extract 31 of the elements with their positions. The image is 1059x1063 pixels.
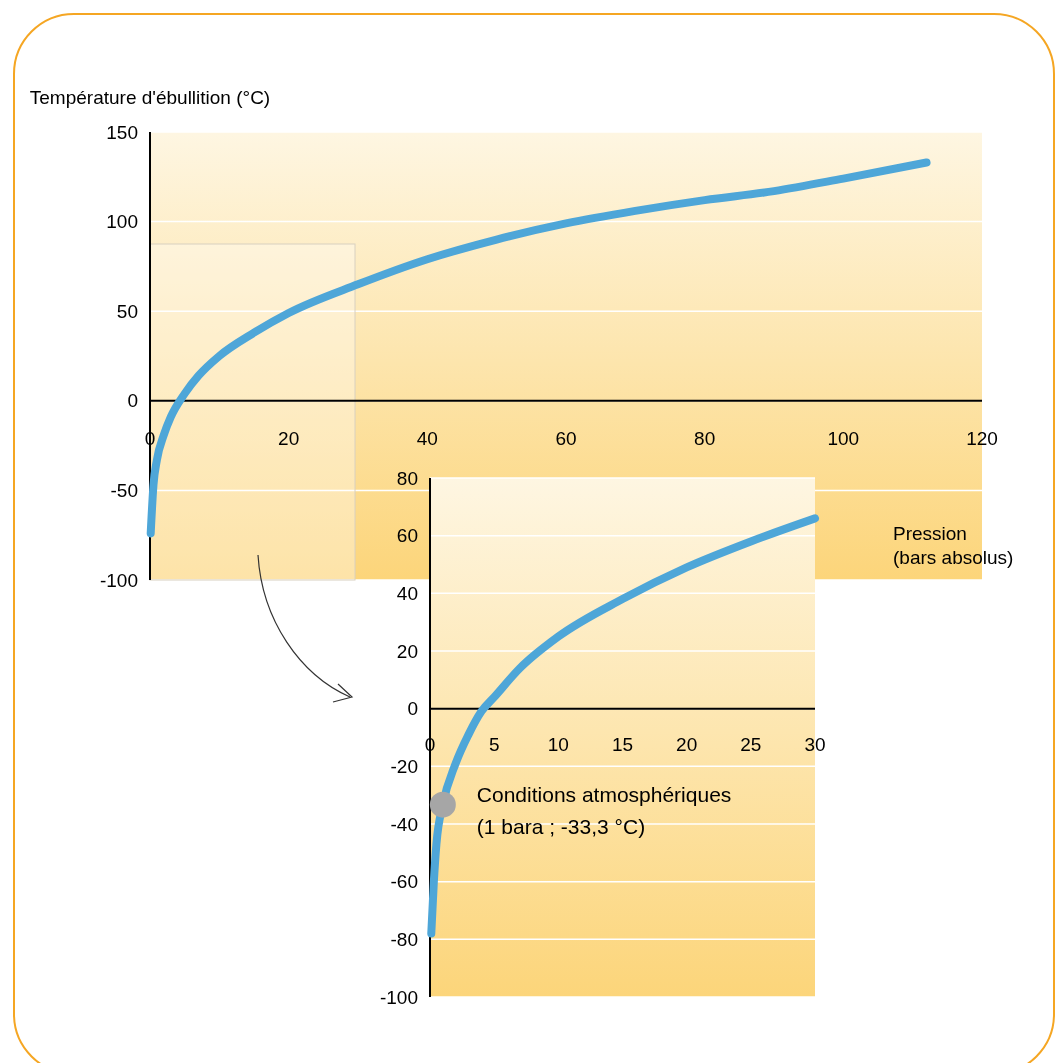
x-tick-label: 10 <box>547 734 569 756</box>
y-tick-label: 40 <box>396 582 418 604</box>
x-tick-label: 20 <box>278 428 300 450</box>
x-tick-label: 15 <box>611 734 634 756</box>
y-axis-title: Température d'ébullition (°C) <box>29 87 271 108</box>
x-tick-label: 100 <box>827 428 860 450</box>
x-tick-label: 5 <box>488 734 500 756</box>
y-tick-label: -20 <box>390 755 418 777</box>
x-tick-label: 25 <box>740 734 762 756</box>
y-tick-label: -100 <box>99 569 138 591</box>
y-tick-label: 0 <box>407 698 418 720</box>
x-tick-label: 20 <box>676 734 698 756</box>
y-tick-label: -100 <box>379 986 418 1008</box>
y-tick-label: 0 <box>127 390 138 412</box>
y-tick-label: 60 <box>396 525 418 547</box>
y-tick-label: -50 <box>110 479 138 501</box>
x-tick-label: 120 <box>966 428 998 450</box>
y-tick-label: 150 <box>106 121 138 143</box>
y-tick-label: 80 <box>396 467 418 489</box>
y-tick-label: -80 <box>390 928 418 950</box>
x-tick-label: 30 <box>804 734 826 756</box>
y-tick-label: 100 <box>106 211 138 233</box>
y-tick-label: 20 <box>396 640 418 662</box>
x-tick-label: 80 <box>694 428 716 450</box>
y-tick-label: -40 <box>390 813 418 835</box>
y-tick-label: 50 <box>116 300 138 322</box>
x-axis-title: Pression (bars absolus) <box>893 523 1014 568</box>
y-tick-label: -60 <box>390 871 418 893</box>
annotation: Conditions atmosphériques (1 bara ; -33,3 °C) <box>476 782 732 838</box>
x-tick-label: 60 <box>555 428 577 450</box>
x-tick-label: 40 <box>416 428 438 450</box>
